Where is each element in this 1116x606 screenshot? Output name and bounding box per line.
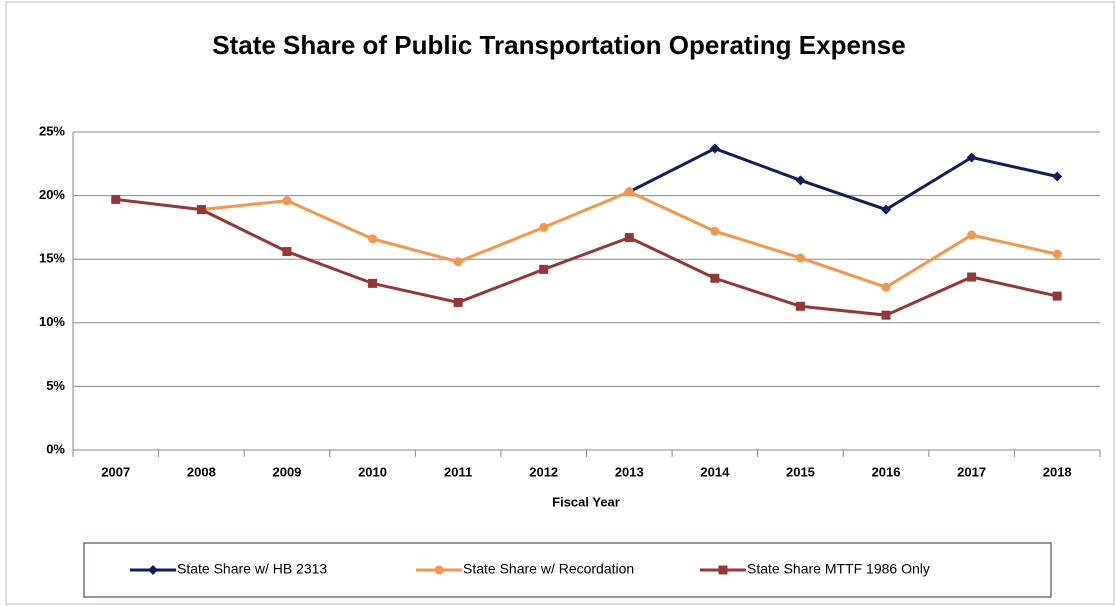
x-tick-label: 2016 [872, 464, 901, 479]
y-tick-label: 15% [39, 251, 65, 266]
x-tick-label: 2014 [700, 464, 730, 479]
x-tick-label: 2011 [444, 464, 472, 479]
y-tick-label: 25% [39, 123, 65, 138]
data-point [453, 297, 463, 307]
x-tick-label: 2009 [272, 464, 301, 479]
legend-label: State Share MTTF 1986 Only [747, 561, 930, 577]
legend-marker [148, 565, 158, 575]
data-point [881, 204, 892, 215]
data-point [539, 222, 549, 232]
y-tick-label: 10% [39, 314, 65, 329]
data-point [282, 247, 292, 257]
data-point [1052, 291, 1062, 301]
data-point [967, 272, 977, 282]
data-point [795, 253, 805, 263]
data-point [453, 257, 463, 267]
legend-label: State Share w/ HB 2313 [177, 561, 327, 577]
data-point [709, 143, 720, 154]
y-tick-label: 0% [46, 441, 65, 456]
data-point [111, 194, 121, 204]
data-point [368, 278, 378, 288]
x-tick-label: 2012 [529, 464, 558, 479]
x-tick-label: 2017 [957, 464, 986, 479]
data-point [624, 233, 634, 243]
data-point [966, 152, 977, 163]
x-tick-label: 2013 [615, 464, 644, 479]
legend-label: State Share w/ Recordation [463, 561, 634, 577]
data-point [710, 226, 720, 236]
data-point [368, 234, 378, 244]
series-line [628, 146, 1058, 212]
series-line [115, 197, 1058, 317]
data-point [795, 175, 806, 186]
data-point [967, 230, 977, 240]
data-point [1052, 171, 1063, 182]
chart-title: State Share of Public Transportation Ope… [212, 30, 905, 60]
chart-frame [5, 1, 1115, 605]
y-tick-label: 20% [39, 187, 65, 202]
data-point [1052, 249, 1062, 259]
x-tick-label: 2010 [358, 464, 387, 479]
x-tick-label: 2007 [101, 464, 130, 479]
legend-box [83, 542, 1052, 598]
legend-marker [434, 565, 444, 575]
data-point [282, 196, 292, 206]
x-tick-label: 2015 [786, 464, 815, 479]
data-point [624, 187, 634, 197]
data-point [795, 301, 805, 311]
legend-marker [718, 565, 728, 575]
data-point [881, 282, 891, 292]
data-point [539, 264, 549, 274]
data-point [710, 273, 720, 283]
y-tick-label: 5% [46, 378, 65, 393]
x-tick-label: 2008 [187, 464, 216, 479]
x-axis-title: Fiscal Year [552, 494, 620, 509]
data-point [881, 310, 891, 320]
data-point [196, 205, 206, 215]
x-tick-label: 2018 [1043, 464, 1072, 479]
